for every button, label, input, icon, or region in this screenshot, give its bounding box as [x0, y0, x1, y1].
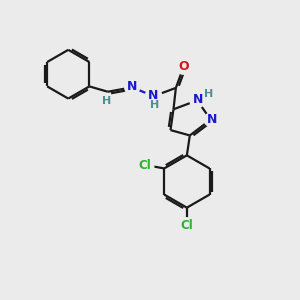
- Text: H: H: [149, 100, 159, 110]
- Circle shape: [135, 157, 154, 175]
- Text: H: H: [204, 89, 213, 99]
- Circle shape: [125, 80, 140, 95]
- Text: N: N: [127, 80, 137, 93]
- Text: N: N: [207, 112, 217, 126]
- Text: N: N: [148, 89, 158, 102]
- Text: O: O: [178, 60, 189, 73]
- Circle shape: [204, 113, 217, 126]
- Circle shape: [178, 218, 195, 234]
- Text: N: N: [193, 93, 204, 106]
- Text: Cl: Cl: [181, 219, 193, 232]
- Circle shape: [190, 93, 205, 108]
- Text: Cl: Cl: [138, 159, 151, 172]
- Circle shape: [177, 61, 190, 74]
- Text: H: H: [102, 96, 111, 106]
- Circle shape: [145, 88, 162, 104]
